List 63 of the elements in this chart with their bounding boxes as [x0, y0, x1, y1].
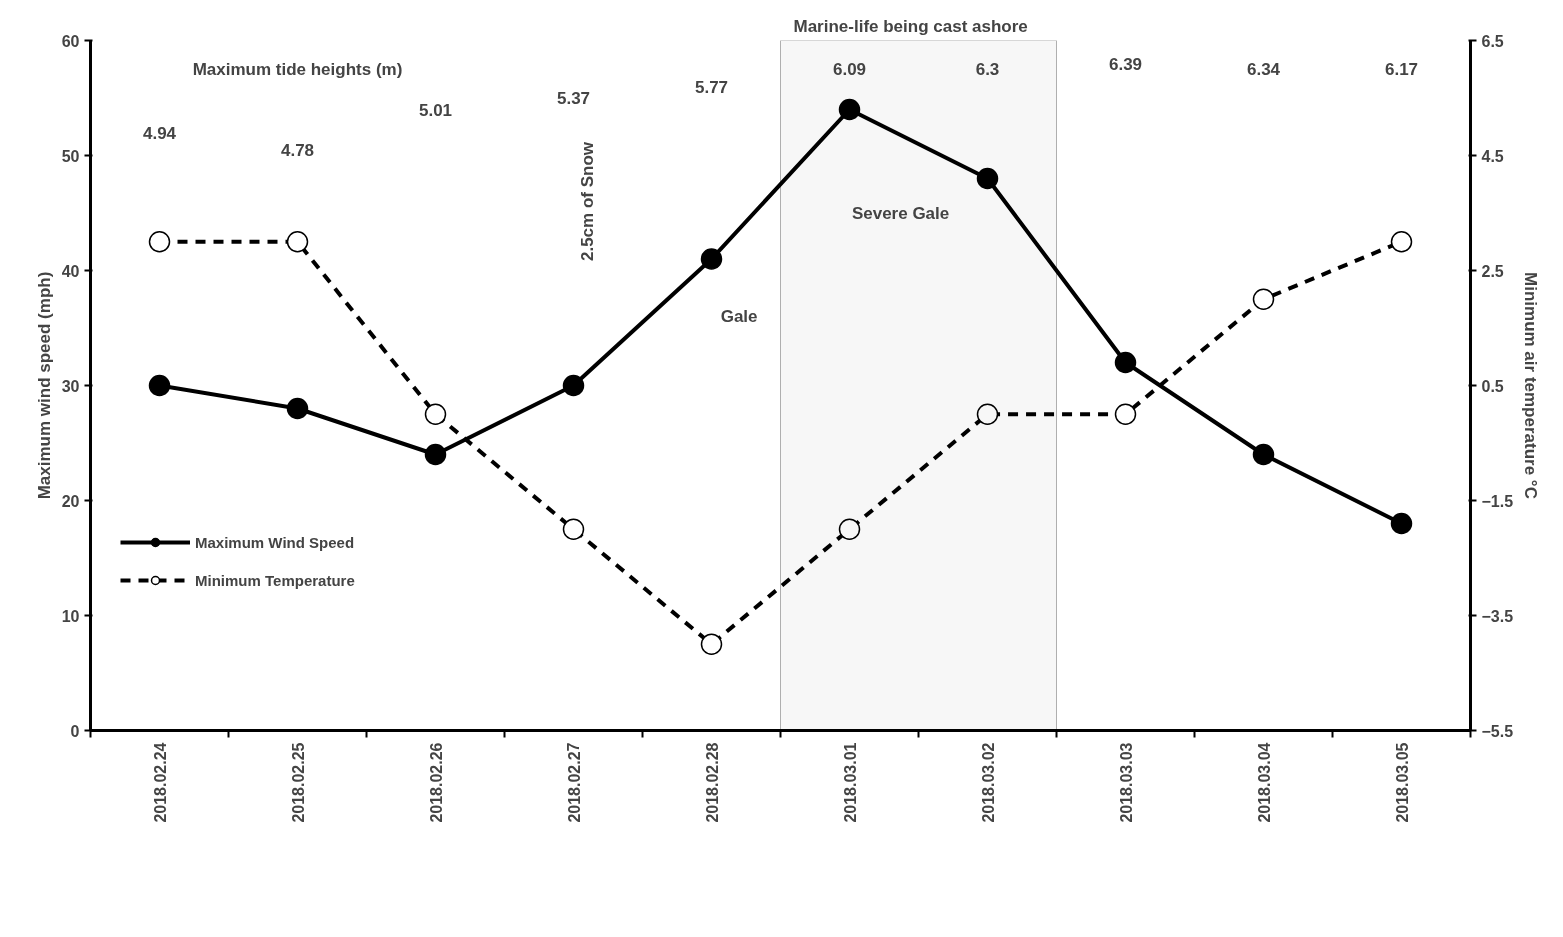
y-tick-label: 60: [61, 32, 80, 50]
x-tick-label: 2018.02.25: [289, 742, 307, 823]
point: [976, 167, 999, 190]
y2-tick-label: 4.5: [1481, 147, 1504, 165]
band-label: Marine-life being cast ashore: [793, 16, 1028, 36]
annotation: 6.3: [975, 60, 1000, 80]
point: [976, 403, 999, 425]
x-tick-label: 2018.03.04: [1255, 742, 1273, 823]
y-tick-label: 20: [61, 492, 80, 510]
point: [1252, 288, 1275, 310]
y2-tick-label: 2.5: [1481, 262, 1504, 280]
annotation: 6.34: [1246, 60, 1281, 80]
y2-axis-title: Minimum air temperature °C: [1521, 272, 1541, 499]
y-tick-label: 50: [61, 147, 80, 165]
point: [1252, 443, 1275, 466]
x-tick-label: 2018.02.26: [427, 742, 445, 823]
legend-label: Maximum Wind Speed: [195, 533, 355, 551]
y2-tick-label: −3.5: [1481, 607, 1514, 625]
legend-label: Minimum Temperature: [195, 571, 355, 589]
y2-tick-label: −1.5: [1481, 492, 1514, 510]
point: [562, 518, 585, 540]
y-axis-title: Maximum wind speed (mph): [34, 271, 54, 500]
x-tick-label: 2018.02.24: [151, 742, 169, 823]
point: [286, 397, 309, 420]
point: [838, 98, 861, 121]
annotation: 4.78: [280, 140, 315, 160]
annotation: 6.39: [1108, 54, 1143, 74]
x-tick-label: 2018.03.03: [1117, 742, 1135, 823]
annotation: 4.94: [142, 123, 177, 143]
y-tick-label: 10: [61, 607, 80, 625]
annotation: 6.09: [832, 60, 867, 80]
point: [1114, 351, 1137, 374]
x-tick-label: 2018.03.01: [841, 742, 859, 823]
y-tick-label: 0: [70, 722, 80, 740]
point: [1390, 231, 1413, 253]
point: [1390, 512, 1413, 535]
annotation: 5.37: [556, 89, 591, 108]
point: [424, 403, 447, 425]
annotation: Maximum tide heights (m): [192, 59, 403, 79]
annotation: Severe Gale: [851, 203, 950, 223]
x-tick-label: 2018.02.28: [703, 742, 721, 823]
annotation: 5.77: [694, 77, 729, 97]
x-tick-label: 2018.02.27: [565, 742, 583, 823]
y2-tick-label: 6.5: [1481, 32, 1504, 50]
point: [148, 231, 171, 253]
point: [562, 374, 585, 397]
point: [700, 248, 723, 270]
y-tick-label: 30: [61, 377, 80, 395]
annotation: Gale: [720, 307, 758, 326]
annotation: 2.5cm of Snow: [577, 141, 597, 262]
x-tick-label: 2018.03.02: [979, 742, 997, 823]
annotation: 5.01: [418, 100, 453, 120]
annotation: 6.17: [1384, 60, 1419, 80]
y2-tick-label: 0.5: [1481, 377, 1504, 395]
x-tick-label: 2018.03.05: [1393, 742, 1411, 823]
point: [700, 633, 723, 655]
point: [424, 443, 447, 466]
y-tick-label: 40: [61, 262, 80, 280]
point: [286, 231, 309, 253]
point: [838, 518, 861, 540]
point: [1114, 403, 1137, 425]
point: [148, 374, 171, 397]
y2-tick-label: −5.5: [1481, 722, 1514, 740]
